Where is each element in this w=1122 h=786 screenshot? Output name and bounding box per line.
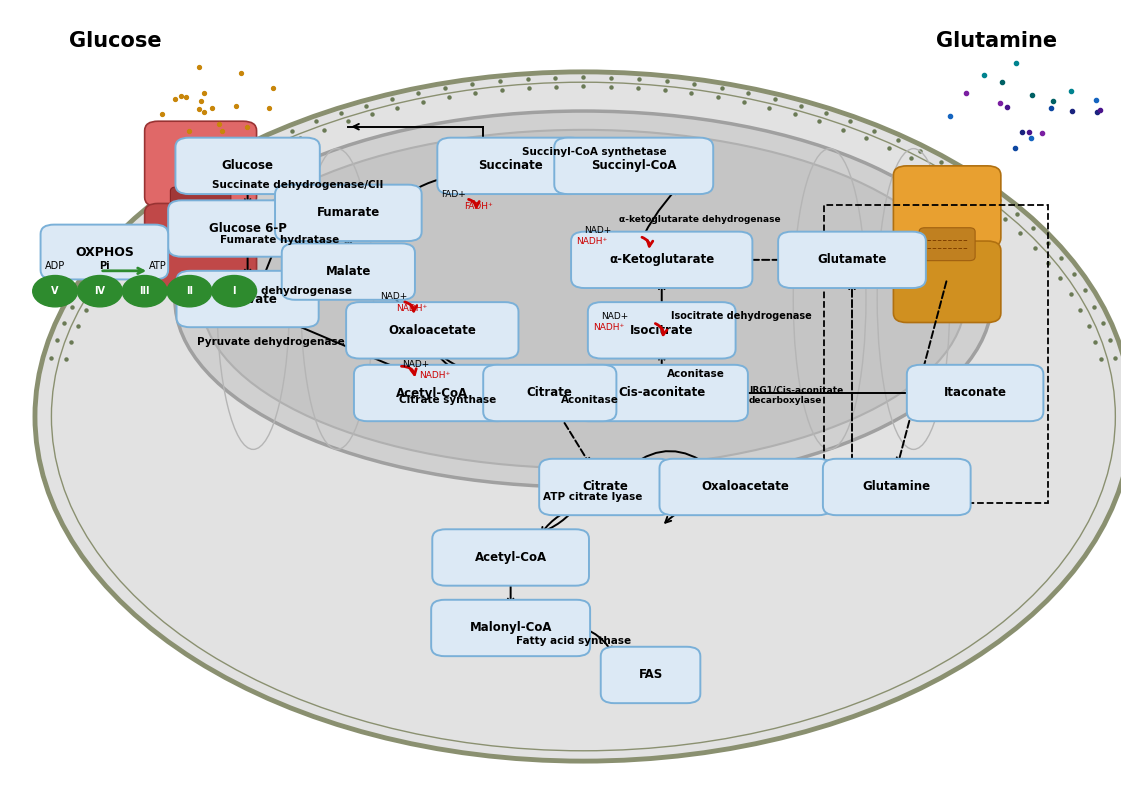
Text: III: III [139,286,150,296]
Text: Fumarate hydratase: Fumarate hydratase [220,235,339,244]
FancyBboxPatch shape [171,187,231,223]
Text: NADH⁺: NADH⁺ [419,371,450,380]
Text: V: V [52,286,58,296]
Text: IV: IV [94,286,105,296]
FancyBboxPatch shape [907,365,1043,421]
Text: II: II [186,286,193,296]
Bar [824,205,1048,503]
Ellipse shape [202,130,965,468]
Text: α-Ketoglutarate: α-Ketoglutarate [609,253,715,266]
Text: Pyruvate dehydrogenase: Pyruvate dehydrogenase [197,337,344,347]
FancyBboxPatch shape [275,185,422,241]
Text: Cis-aconitate: Cis-aconitate [618,387,706,399]
Text: ATP citrate lyase: ATP citrate lyase [543,492,643,502]
Text: ATP: ATP [149,261,167,271]
Text: Malonyl-CoA: Malonyl-CoA [469,622,552,634]
FancyBboxPatch shape [176,271,319,327]
FancyBboxPatch shape [432,529,589,586]
FancyBboxPatch shape [484,365,616,421]
Text: Isocitrate: Isocitrate [629,324,693,337]
FancyBboxPatch shape [660,459,831,515]
FancyBboxPatch shape [779,232,926,288]
FancyBboxPatch shape [346,302,518,358]
Text: Citrate: Citrate [527,387,572,399]
Text: NAD+: NAD+ [585,226,611,235]
Text: Glucose: Glucose [222,160,274,172]
Text: NAD+: NAD+ [601,312,628,321]
Text: Oxaloacetate: Oxaloacetate [701,480,790,494]
Text: Glucose 6-P: Glucose 6-P [209,222,286,235]
FancyBboxPatch shape [168,200,328,257]
Text: Oxaloacetate: Oxaloacetate [388,324,476,337]
Text: Succinate dehydrogenase/CII: Succinate dehydrogenase/CII [212,180,384,189]
Text: FAD+: FAD+ [441,190,466,199]
FancyBboxPatch shape [576,365,748,421]
Text: Malate dehydrogenase: Malate dehydrogenase [218,285,352,296]
Text: Glutamine: Glutamine [936,31,1057,50]
Text: FADH⁺: FADH⁺ [463,202,493,211]
Text: Fumarate: Fumarate [316,207,380,219]
FancyBboxPatch shape [353,365,511,421]
Text: NAD+: NAD+ [402,360,430,369]
Text: Citrate synthase: Citrate synthase [398,395,496,405]
Text: Malate: Malate [325,265,371,278]
Text: Acetyl-CoA: Acetyl-CoA [396,387,468,399]
FancyBboxPatch shape [431,600,590,656]
Text: Succinyl-CoA: Succinyl-CoA [591,160,677,172]
Text: NADH⁺: NADH⁺ [396,303,427,313]
Text: Aconitase: Aconitase [561,395,619,405]
Text: Glutamate: Glutamate [817,253,886,266]
FancyBboxPatch shape [282,244,415,299]
Text: OXPHOS: OXPHOS [75,245,134,259]
FancyBboxPatch shape [175,138,320,194]
FancyBboxPatch shape [600,647,700,703]
Circle shape [212,276,257,307]
Text: Citrate: Citrate [582,480,628,494]
FancyBboxPatch shape [919,228,975,261]
Text: Pi: Pi [99,261,110,271]
Circle shape [77,276,122,307]
Circle shape [167,276,212,307]
FancyBboxPatch shape [40,225,168,280]
Text: IRG1/Cis-aconitate
decarboxylase: IRG1/Cis-aconitate decarboxylase [749,385,844,405]
Text: Fatty acid synthase: Fatty acid synthase [516,636,632,645]
Text: Pyruvate: Pyruvate [218,292,277,306]
FancyBboxPatch shape [540,459,672,515]
Text: NADH⁺: NADH⁺ [594,323,625,332]
FancyBboxPatch shape [571,232,753,288]
Ellipse shape [175,111,992,487]
FancyBboxPatch shape [822,459,971,515]
Text: ADP: ADP [45,261,65,271]
FancyBboxPatch shape [554,138,714,194]
FancyBboxPatch shape [145,204,257,288]
FancyBboxPatch shape [588,302,736,358]
Text: NADH⁺: NADH⁺ [576,237,607,246]
Text: Succinyl-CoA synthetase: Succinyl-CoA synthetase [522,147,666,157]
Text: FAS: FAS [638,668,663,681]
Text: Itaconate: Itaconate [944,387,1006,399]
Text: Glutamine: Glutamine [863,480,931,494]
Ellipse shape [35,72,1122,761]
FancyBboxPatch shape [893,241,1001,322]
Text: Acetyl-CoA: Acetyl-CoA [475,551,546,564]
Text: NAD+: NAD+ [379,292,407,301]
Text: Glucose: Glucose [68,31,162,50]
Text: I: I [232,286,236,296]
FancyBboxPatch shape [145,121,257,207]
FancyBboxPatch shape [438,138,583,194]
Text: Succinate: Succinate [478,160,543,172]
Text: α-ketoglutarate dehydrogenase: α-ketoglutarate dehydrogenase [619,215,781,224]
Circle shape [33,276,77,307]
Text: Aconitase: Aconitase [668,369,725,380]
FancyBboxPatch shape [893,166,1001,248]
Text: Isocitrate dehydrogenase: Isocitrate dehydrogenase [671,310,811,321]
Circle shape [122,276,167,307]
